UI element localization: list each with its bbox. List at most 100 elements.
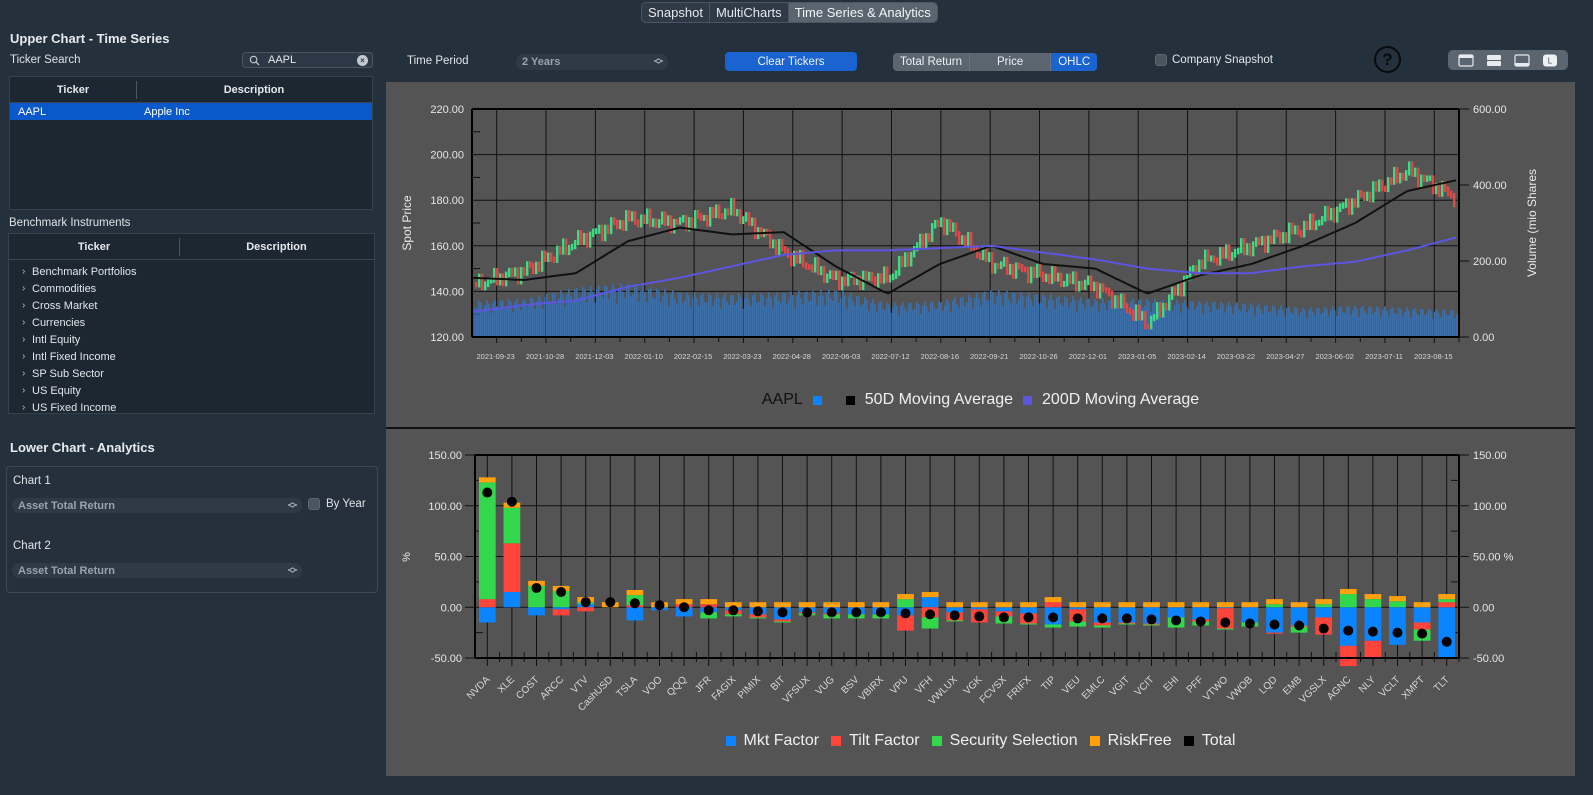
time-period-value: 2 Years	[522, 56, 561, 68]
benchmark-table: Ticker Description › Benchmark Portfolios…	[8, 233, 375, 414]
svg-text:VTV: VTV	[569, 674, 591, 696]
legend-riskfree-label: RiskFree	[1107, 732, 1172, 749]
svg-text:2022-12-01: 2022-12-01	[1069, 352, 1107, 361]
legend-total-label: Total	[1201, 732, 1236, 749]
svg-text:2023-07-11: 2023-07-11	[1365, 352, 1403, 361]
layout-top-panel-icon[interactable]	[1458, 53, 1474, 67]
svg-text:FCVSX: FCVSX	[978, 674, 1010, 706]
tree-item-benchmark-portfolios[interactable]: › Benchmark Portfolios	[9, 263, 374, 280]
clear-tickers-button[interactable]: Clear Tickers	[725, 52, 857, 71]
svg-text:XMPT: XMPT	[1400, 674, 1427, 701]
company-snapshot-checkbox-box[interactable]	[1155, 54, 1167, 66]
layout-segmented-control: L	[1448, 50, 1568, 70]
tree-item-commodities[interactable]: › Commodities	[9, 280, 374, 297]
layout-L-icon[interactable]: L	[1542, 54, 1558, 67]
chart1-select[interactable]: Asset Total Return ︿ ﹀	[12, 496, 302, 514]
chevron-right-icon[interactable]: ›	[22, 334, 26, 345]
chevron-right-icon[interactable]: ›	[22, 402, 26, 413]
chart2-label: Chart 2	[13, 540, 51, 552]
svg-text:-50.00: -50.00	[1473, 653, 1504, 665]
tree-item-label: Benchmark Portfolios	[32, 265, 137, 278]
svg-text:VFSUX: VFSUX	[781, 674, 813, 706]
updown-chevron-icon: ︿ ﹀	[287, 496, 297, 514]
svg-text:180.00: 180.00	[430, 195, 464, 207]
updown-chevron-icon: ︿ ﹀	[653, 53, 663, 70]
layout-bottom-panel-icon[interactable]	[1514, 53, 1530, 67]
svg-text:200.00: 200.00	[430, 150, 464, 162]
svg-text:VTWO: VTWO	[1201, 674, 1230, 703]
ohlc-chart-canvas[interactable]: 220.00 200.00 180.00 160.00 140.00 120.00 600.…	[386, 82, 1575, 427]
search-icon	[249, 55, 260, 66]
mode-ohlc[interactable]: OHLC	[1051, 53, 1098, 71]
mode-price[interactable]: Price	[970, 53, 1052, 71]
clear-search-icon[interactable]: ×	[357, 54, 368, 66]
layout-split-icon[interactable]	[1486, 54, 1502, 67]
chevron-right-icon[interactable]: ›	[22, 368, 26, 379]
svg-text:600.00: 600.00	[1473, 104, 1507, 116]
svg-text:COST: COST	[514, 674, 541, 701]
chart-divider[interactable]	[386, 427, 1575, 429]
tab-snapshot[interactable]: Snapshot	[642, 3, 710, 22]
attribution-bar-chart-canvas[interactable]: 150.00 150.00 100.00 100.00 50.00 50.00 % 0.00…	[386, 429, 1575, 776]
row-description: Apple Inc	[144, 105, 190, 118]
svg-text:220.00: 220.00	[430, 104, 464, 116]
svg-text:50.00 %: 50.00 %	[1473, 552, 1514, 564]
table-row[interactable]: AAPL Apple Inc	[10, 103, 372, 120]
svg-text:JFR: JFR	[693, 674, 714, 695]
chevron-right-icon[interactable]: ›	[22, 300, 26, 311]
legend-security-selection-label: Security Selection	[949, 732, 1078, 749]
tree-item-sp-sub-sector[interactable]: › SP Sub Sector	[9, 365, 374, 382]
company-snapshot-checkbox[interactable]: Company Snapshot	[1155, 54, 1273, 66]
column-description[interactable]: Description	[136, 80, 372, 99]
svg-text:2023-03-22: 2023-03-22	[1217, 352, 1255, 361]
svg-text:120.00: 120.00	[430, 332, 464, 344]
column-description[interactable]: Description	[179, 237, 374, 256]
svg-text:2022-04-28: 2022-04-28	[773, 352, 811, 361]
chevron-right-icon[interactable]: ›	[22, 351, 26, 362]
legend-security-selection-swatch	[931, 736, 942, 746]
svg-text:2022-07-12: 2022-07-12	[871, 352, 909, 361]
column-ticker[interactable]: Ticker	[56, 83, 90, 96]
chart2-select[interactable]: Asset Total Return ︿ ﹀	[12, 561, 302, 579]
question-circle-icon[interactable]: ?	[1374, 46, 1401, 73]
upper-time-series-chart[interactable]: 220.00 200.00 180.00 160.00 140.00 120.00 600.…	[386, 82, 1575, 427]
tab-time-series-analytics[interactable]: Time Series & Analytics	[788, 3, 937, 22]
lower-analytics-chart[interactable]: 150.00 150.00 100.00 100.00 50.00 50.00 % 0.00…	[386, 429, 1575, 776]
column-ticker[interactable]: Ticker	[77, 240, 111, 253]
svg-text:NVDA: NVDA	[465, 674, 493, 702]
search-value[interactable]: AAPL	[268, 54, 297, 66]
chevron-right-icon[interactable]: ›	[22, 283, 26, 294]
analytics-settings-panel: Chart 1 Asset Total Return ︿ ﹀ By Year Ch…	[6, 466, 378, 593]
by-year-checkbox-box[interactable]	[308, 498, 320, 510]
svg-text:50.00: 50.00	[434, 552, 462, 564]
chevron-right-icon[interactable]: ›	[22, 385, 26, 396]
tree-item-intl-equity[interactable]: › Intl Equity	[9, 331, 374, 348]
by-year-checkbox[interactable]: By Year	[308, 498, 366, 510]
by-year-label: By Year	[326, 498, 366, 510]
time-period-select[interactable]: 2 Years ︿ ﹀	[516, 54, 668, 70]
svg-text:Volume (mio Shares: Volume (mio Shares	[1525, 169, 1539, 277]
svg-text:PIMIX: PIMIX	[736, 674, 763, 701]
svg-text:2023-04-27: 2023-04-27	[1266, 352, 1304, 361]
chevron-right-icon[interactable]: ›	[22, 317, 26, 328]
tab-multicharts[interactable]: MultiCharts	[710, 3, 789, 22]
legend-total-swatch	[1183, 736, 1194, 746]
chart1-select-value: Asset Total Return	[18, 499, 115, 512]
svg-text:VPU: VPU	[888, 674, 910, 696]
sidebar: Upper Chart - Time Series Ticker Search …	[0, 24, 378, 795]
tree-item-us-equity[interactable]: › US Equity	[9, 382, 374, 399]
tree-item-currencies[interactable]: › Currencies	[9, 314, 374, 331]
mode-total-return[interactable]: Total Return	[893, 53, 971, 71]
svg-text:100.00: 100.00	[1473, 501, 1507, 513]
svg-text:2023-01-05: 2023-01-05	[1118, 352, 1156, 361]
svg-text:2022-10-26: 2022-10-26	[1019, 352, 1057, 361]
updown-chevron-icon: ︿ ﹀	[287, 561, 297, 579]
svg-text:140.00: 140.00	[430, 286, 464, 298]
tree-item-us-fixed-income[interactable]: › US Fixed Income	[9, 399, 374, 416]
svg-text:VCIT: VCIT	[1133, 674, 1157, 698]
tree-item-label: Commodities	[32, 282, 97, 295]
tree-item-cross-market[interactable]: › Cross Market	[9, 297, 374, 314]
tree-item-intl-fixed-income[interactable]: › Intl Fixed Income	[9, 348, 374, 365]
chevron-right-icon[interactable]: ›	[22, 266, 26, 277]
ticker-search-input[interactable]: AAPL ×	[242, 52, 373, 68]
